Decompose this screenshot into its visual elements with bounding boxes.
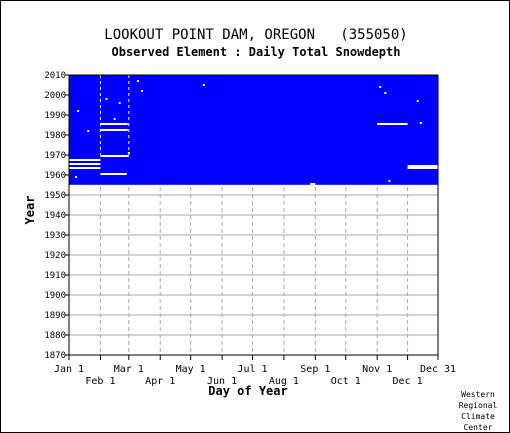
credit-line: Center	[463, 423, 493, 432]
x-tick-label: Sep 1	[300, 364, 330, 375]
missing-data-point	[419, 122, 422, 124]
missing-data-point	[379, 86, 382, 88]
x-tick-label: Jun 1	[207, 376, 237, 387]
y-tick-label: 1890	[44, 311, 66, 321]
x-axis-label: Day of Year	[208, 384, 287, 398]
missing-data-point	[140, 90, 143, 92]
missing-data-point	[113, 118, 116, 120]
y-tick-label: 2000	[44, 91, 66, 101]
y-tick-label: 1960	[44, 171, 66, 181]
y-tick-label: 1910	[44, 271, 66, 281]
missing-data-point	[105, 98, 108, 100]
axes: 1870 1880 1890 1900 1910 1920 1930 1940 1950 1960…	[44, 71, 456, 387]
missing-data-segment	[100, 123, 128, 125]
missing-data-segment	[310, 183, 316, 185]
x-tick-label: Oct 1	[331, 376, 361, 387]
data-coverage-block	[69, 75, 438, 185]
missing-data-segment	[407, 167, 438, 169]
credit-block: Western Regional Climate Center	[447, 389, 509, 433]
missing-data-segment	[69, 167, 101, 169]
missing-data-point	[77, 110, 80, 112]
x-tick-label: Aug 1	[269, 376, 299, 387]
y-tick-label: 1920	[44, 251, 66, 261]
x-tick-label: Nov 1	[362, 364, 392, 375]
missing-data-point	[87, 130, 90, 132]
x-tick-label: Dec 31	[420, 364, 456, 375]
missing-data-segment	[100, 129, 128, 131]
missing-data-segment	[377, 123, 408, 125]
missing-data-point	[384, 92, 387, 94]
chart-subtitle: Observed Element : Daily Total Snowdepth	[112, 45, 401, 59]
credit-line: Regional	[458, 401, 498, 410]
y-tick-label: 1940	[44, 211, 66, 221]
missing-data-segment	[69, 163, 101, 165]
x-tick-label: Apr 1	[145, 376, 175, 387]
missing-data-point	[136, 80, 139, 82]
y-tick-label: 1870	[44, 351, 66, 361]
missing-data-segment	[100, 155, 129, 157]
missing-data-segment	[100, 173, 127, 175]
y-axis-label: Year	[23, 196, 37, 225]
y-tick-label: 1950	[44, 191, 66, 201]
x-tick-label: Jul 1	[237, 364, 267, 375]
y-tick-label: 1880	[44, 331, 66, 341]
credit-line: Climate	[461, 412, 495, 421]
x-tick-label: May 1	[176, 364, 206, 375]
missing-data-point	[388, 180, 391, 182]
plot-area	[68, 74, 439, 356]
missing-data-segment	[69, 184, 438, 187]
x-tick-label: Jan 1	[54, 364, 84, 375]
y-tick-label: 1990	[44, 111, 66, 121]
y-tick-label: 2010	[44, 71, 66, 81]
x-tick-label: Mar 1	[114, 364, 144, 375]
y-tick-label: 1970	[44, 151, 66, 161]
y-tick-label: 1930	[44, 231, 66, 241]
missing-data-point	[202, 84, 205, 86]
missing-data-segment	[69, 159, 101, 161]
x-tick-label: Dec 1	[393, 376, 423, 387]
missing-data-segment	[407, 165, 438, 167]
y-tick-label: 1900	[44, 291, 66, 301]
chart-title: LOOKOUT POINT DAM, OREGON (355050)	[104, 27, 407, 43]
credit-line: Western	[461, 390, 495, 399]
y-tick-label: 1980	[44, 131, 66, 141]
missing-data-point	[75, 176, 78, 178]
missing-data-point	[416, 100, 419, 102]
missing-data-point	[118, 102, 121, 104]
x-tick-label: Feb 1	[85, 376, 115, 387]
